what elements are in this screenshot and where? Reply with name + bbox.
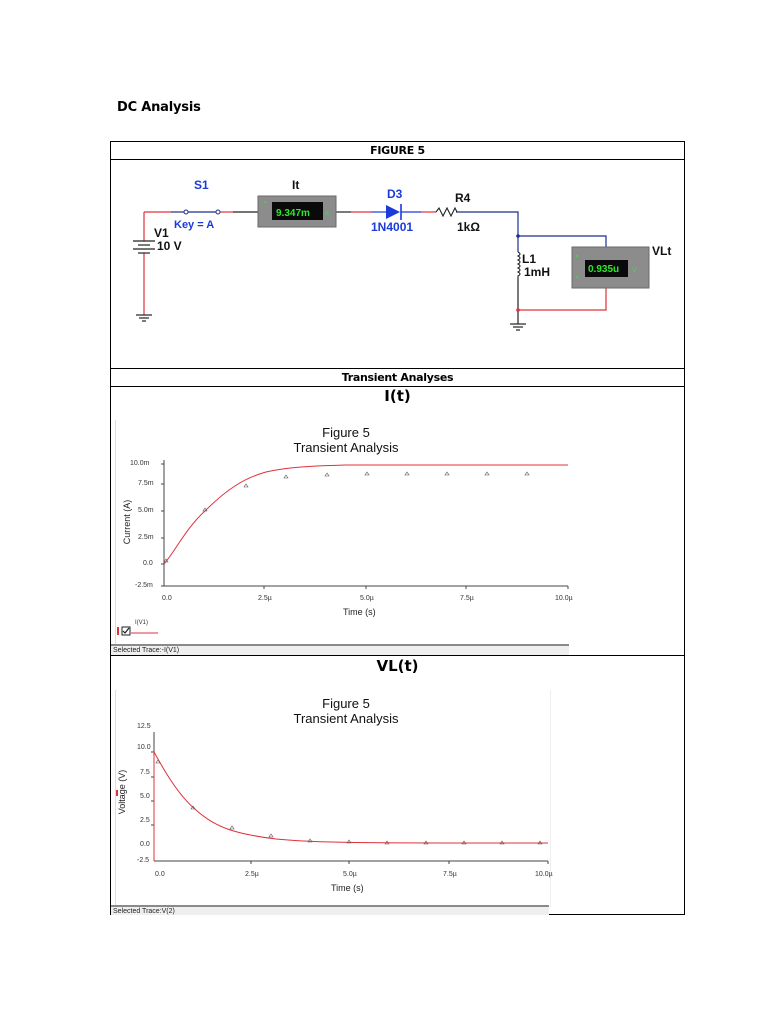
resistor-value: 1kΩ (457, 220, 480, 234)
ammeter-name: It (292, 178, 299, 192)
x-axis-title: Time (s) (343, 607, 376, 617)
x-tick: 2.5µ (258, 595, 272, 602)
y-tick: 5.0m (138, 507, 154, 514)
trace-markers (155, 759, 543, 845)
voltmeter-reading: 0.935u (588, 264, 619, 275)
switch-name: S1 (194, 178, 209, 192)
figure-header: FIGURE 5 (111, 142, 684, 160)
voltage-status-bar: Selected Trace:V(2) (111, 905, 549, 915)
ammeter-reading: 9.347m (276, 208, 310, 219)
x-tick: 2.5µ (245, 871, 259, 878)
current-plot-title-2: Transient Analysis (293, 440, 399, 455)
inductor-icon (516, 251, 521, 278)
x-tick: 7.5µ (443, 871, 457, 878)
diode-model: 1N4001 (371, 220, 413, 234)
x-tick: 10.0µ (535, 871, 553, 878)
source-value: 10 V (157, 239, 182, 253)
voltmeter-icon (571, 246, 650, 289)
inductor-value: 1mH (524, 265, 550, 279)
y-axis-title: Voltage (V) (117, 769, 127, 815)
voltage-plot-title-1: Figure 5 (322, 696, 370, 711)
page-heading: DC Analysis (117, 100, 201, 115)
transient-header: Transient Analyses (111, 368, 684, 387)
resistor-name: R4 (455, 191, 471, 205)
y-tick: 7.5m (138, 480, 154, 487)
ammeter-icon (257, 195, 337, 228)
voltage-section-title: VL(t) (376, 657, 419, 675)
switch-icon (183, 209, 221, 215)
current-status-bar: Selected Trace:-I(V1) (111, 644, 569, 655)
y-tick: 10.0m (130, 460, 150, 467)
y-tick: -2.5 (137, 857, 150, 864)
y-tick: 10.0 (137, 744, 151, 751)
y-tick: 12.5 (137, 723, 151, 730)
x-tick: 7.5µ (460, 595, 474, 602)
figure-table: FIGURE 5 (110, 141, 685, 915)
y-tick: 0.0 (143, 560, 153, 567)
current-trace (163, 464, 568, 565)
trace-markers (163, 471, 530, 563)
ammeter-unit: A (325, 211, 329, 217)
source-name: V1 (154, 226, 169, 240)
legend-label[interactable]: I(V1) (135, 620, 149, 626)
voltmeter-unit: V (632, 267, 637, 274)
x-axis-title: Time (s) (331, 883, 364, 893)
legend-checkbox-icon (117, 626, 158, 636)
voltmeter-name: VLt (652, 244, 671, 258)
diode-name: D3 (387, 187, 403, 201)
voltage-plot-canvas (116, 732, 549, 864)
diode-icon (386, 204, 402, 220)
inductor-name: L1 (522, 252, 536, 266)
y-axis-title: Current (A) (122, 499, 132, 545)
y-tick: 2.5m (138, 534, 154, 541)
current-plot-title-1: Figure 5 (322, 425, 370, 440)
x-tick: 5.0µ (343, 871, 357, 878)
ground-icon-left (136, 314, 152, 322)
switch-key: Key = A (174, 219, 214, 231)
current-plot-canvas (117, 460, 569, 636)
y-tick: 0.0 (140, 841, 150, 848)
voltage-trace (153, 751, 549, 844)
ground-icon-right (510, 323, 526, 331)
resistor-icon (435, 206, 458, 218)
y-tick: 2.5 (140, 817, 150, 824)
voltage-plot-title-2: Transient Analysis (293, 711, 399, 726)
voltage-plot-panel: Figure 5 Transient Analysis 1 (115, 690, 553, 907)
x-tick: 10.0µ (555, 595, 573, 602)
circuit-schematic: V1 10 V S1 Key = A 9.347m A It (133, 178, 671, 331)
y-tick: -2.5m (135, 582, 153, 589)
battery-icon (133, 240, 155, 254)
wires (143, 211, 607, 324)
current-section-title: I(t) (384, 387, 411, 405)
current-plot-panel: Figure 5 Transient Analysis (115, 420, 573, 654)
x-tick: 5.0µ (360, 595, 374, 602)
y-tick: 7.5 (140, 769, 150, 776)
y-tick: 5.0 (140, 793, 150, 800)
x-tick: 0.0 (162, 595, 172, 602)
x-tick: 0.0 (155, 871, 165, 878)
